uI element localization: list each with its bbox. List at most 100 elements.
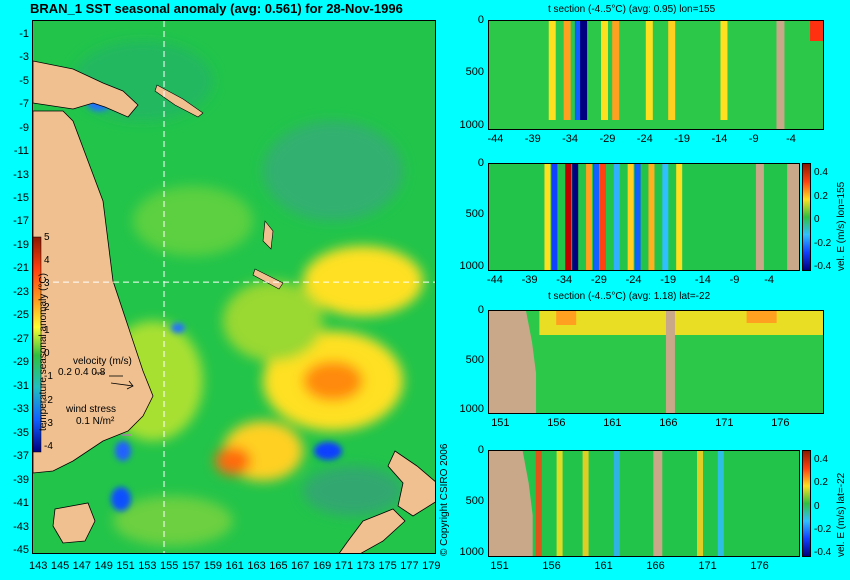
section-x-tick: -14 bbox=[711, 133, 728, 145]
map-lat-tick: -39 bbox=[13, 473, 29, 486]
wind-stress-label: wind stress bbox=[66, 404, 117, 415]
map-lat-tick: -29 bbox=[13, 356, 29, 369]
velocity-colorbar-tick: -0.2 bbox=[814, 523, 832, 535]
section-x-tick: -44 bbox=[487, 133, 504, 145]
section-x-tick: -34 bbox=[562, 133, 579, 145]
section-y-tick: 1000 bbox=[459, 545, 484, 558]
section-stripe bbox=[746, 311, 777, 323]
map-lat-tick: -31 bbox=[13, 379, 29, 392]
velocity-side-label: vel. E (m/s) lon=155 bbox=[836, 181, 847, 271]
vanuatu-islands bbox=[262, 220, 274, 250]
velocity-legend-arrows bbox=[95, 372, 134, 390]
map-lat-tick: -25 bbox=[13, 309, 29, 322]
map-lat-tick: -35 bbox=[13, 426, 29, 439]
map-lat-tick: -5 bbox=[19, 74, 29, 87]
section-x-tick: 156 bbox=[547, 417, 566, 429]
section-panel-1 bbox=[488, 20, 824, 130]
section-stripe bbox=[720, 21, 728, 120]
section-panel-3 bbox=[488, 310, 824, 414]
colorbar-tick: -3 bbox=[44, 417, 53, 429]
section-stripe bbox=[755, 164, 764, 270]
colorbar-tick: -4 bbox=[44, 441, 53, 452]
section-stripe bbox=[563, 21, 571, 120]
section-panel-4 bbox=[488, 450, 800, 557]
velocity-colorbar-tick: -0.4 bbox=[814, 261, 832, 272]
section-x-tick: -9 bbox=[748, 133, 759, 145]
map-lat-tick: -43 bbox=[13, 520, 29, 533]
section-x-tick: -29 bbox=[590, 274, 607, 286]
section-x-tick: 171 bbox=[698, 560, 717, 572]
section-stripe bbox=[776, 21, 785, 129]
velocity-side-label: vel. E (m/s) lat=-22 bbox=[836, 472, 847, 557]
section-x-tick: 156 bbox=[542, 560, 561, 572]
velocity-colorbar bbox=[802, 450, 811, 557]
section-y-tick: 500 bbox=[465, 494, 484, 507]
map-lon-tick: 157 bbox=[181, 560, 201, 572]
colorbar-tick: 2 bbox=[44, 301, 50, 313]
velocity-colorbar-tick: -0.2 bbox=[814, 237, 832, 249]
colorbar-tick: 5 bbox=[44, 232, 50, 243]
section-x-tick: -39 bbox=[521, 274, 538, 286]
tasmania-landmass bbox=[52, 502, 96, 544]
map-lat-tick: -1 bbox=[19, 27, 29, 40]
section-stripe bbox=[697, 451, 703, 556]
section-x-tick: -24 bbox=[625, 274, 642, 286]
section-x-tick: -4 bbox=[764, 274, 775, 286]
velocity-colorbar bbox=[802, 163, 811, 271]
map-lat-tick: -11 bbox=[13, 145, 29, 158]
section-heatmap bbox=[489, 164, 799, 270]
section-x-tick: 151 bbox=[491, 417, 510, 429]
map-lon-tick: 163 bbox=[247, 560, 266, 572]
section-stripe bbox=[565, 164, 572, 270]
map-lat-tick: -17 bbox=[13, 215, 29, 228]
section-title: t section (-4..5°C) (avg: 0.95) lon=155 bbox=[548, 4, 716, 15]
section-stripe bbox=[556, 311, 577, 325]
new-guinea-landmass bbox=[33, 60, 139, 118]
section-stripe bbox=[580, 21, 588, 120]
map-lat-tick: -19 bbox=[13, 238, 29, 251]
section-stripe bbox=[787, 164, 799, 270]
section-x-tick: 161 bbox=[594, 560, 613, 572]
map-lon-tick: 177 bbox=[400, 560, 419, 572]
section-stripe bbox=[676, 164, 683, 270]
velocity-colorbar-tick: 0.2 bbox=[814, 477, 828, 489]
map-lat-tick: -23 bbox=[13, 285, 29, 298]
velocity-colorbar-tick: 0.4 bbox=[814, 454, 828, 465]
colorbar-tick: 0 bbox=[44, 348, 50, 360]
section-stripe bbox=[593, 164, 599, 270]
section-x-tick: 176 bbox=[771, 417, 790, 429]
map-lon-tick: 175 bbox=[378, 560, 397, 572]
velocity-label: velocity (m/s) bbox=[73, 356, 132, 367]
section-stripe bbox=[613, 164, 620, 270]
map-lon-tick: 149 bbox=[94, 560, 113, 572]
map-lat-tick: -9 bbox=[19, 121, 29, 134]
section-title: t section (-4..5°C) (avg: 1.18) lat=-22 bbox=[548, 291, 711, 302]
section-x-tick: -19 bbox=[660, 274, 677, 286]
map-lon-tick: 161 bbox=[225, 560, 244, 572]
section-stripe bbox=[645, 21, 653, 120]
section-x-tick: 171 bbox=[715, 417, 734, 429]
section-stripe bbox=[586, 164, 593, 270]
section-y-tick: 0 bbox=[477, 444, 484, 456]
velocity-scale: 0.2 0.4 0.8 bbox=[58, 367, 106, 378]
australia-landmass bbox=[33, 110, 154, 474]
section-x-tick: -14 bbox=[694, 274, 711, 286]
section-x-tick: 176 bbox=[750, 560, 769, 572]
section-stripe bbox=[627, 164, 634, 270]
section-stripe bbox=[612, 21, 620, 120]
map-lon-tick: 179 bbox=[422, 560, 441, 572]
map-lat-tick: -3 bbox=[19, 51, 29, 64]
section-heatmap bbox=[489, 21, 823, 129]
section-stripe bbox=[599, 164, 606, 270]
map-lon-tick: 143 bbox=[29, 560, 48, 572]
velocity-colorbar-tick: 0 bbox=[814, 500, 820, 512]
section-stripe bbox=[489, 21, 823, 129]
section-stripe bbox=[717, 451, 724, 556]
solomon-islands bbox=[154, 84, 204, 118]
section-stripe bbox=[574, 21, 582, 120]
section-stripe bbox=[613, 451, 620, 556]
sst-map-svg bbox=[33, 21, 435, 553]
colorbar-tick: -1 bbox=[44, 371, 53, 383]
velocity-colorbar-tick: 0 bbox=[814, 214, 820, 225]
section-heatmap bbox=[489, 311, 823, 413]
